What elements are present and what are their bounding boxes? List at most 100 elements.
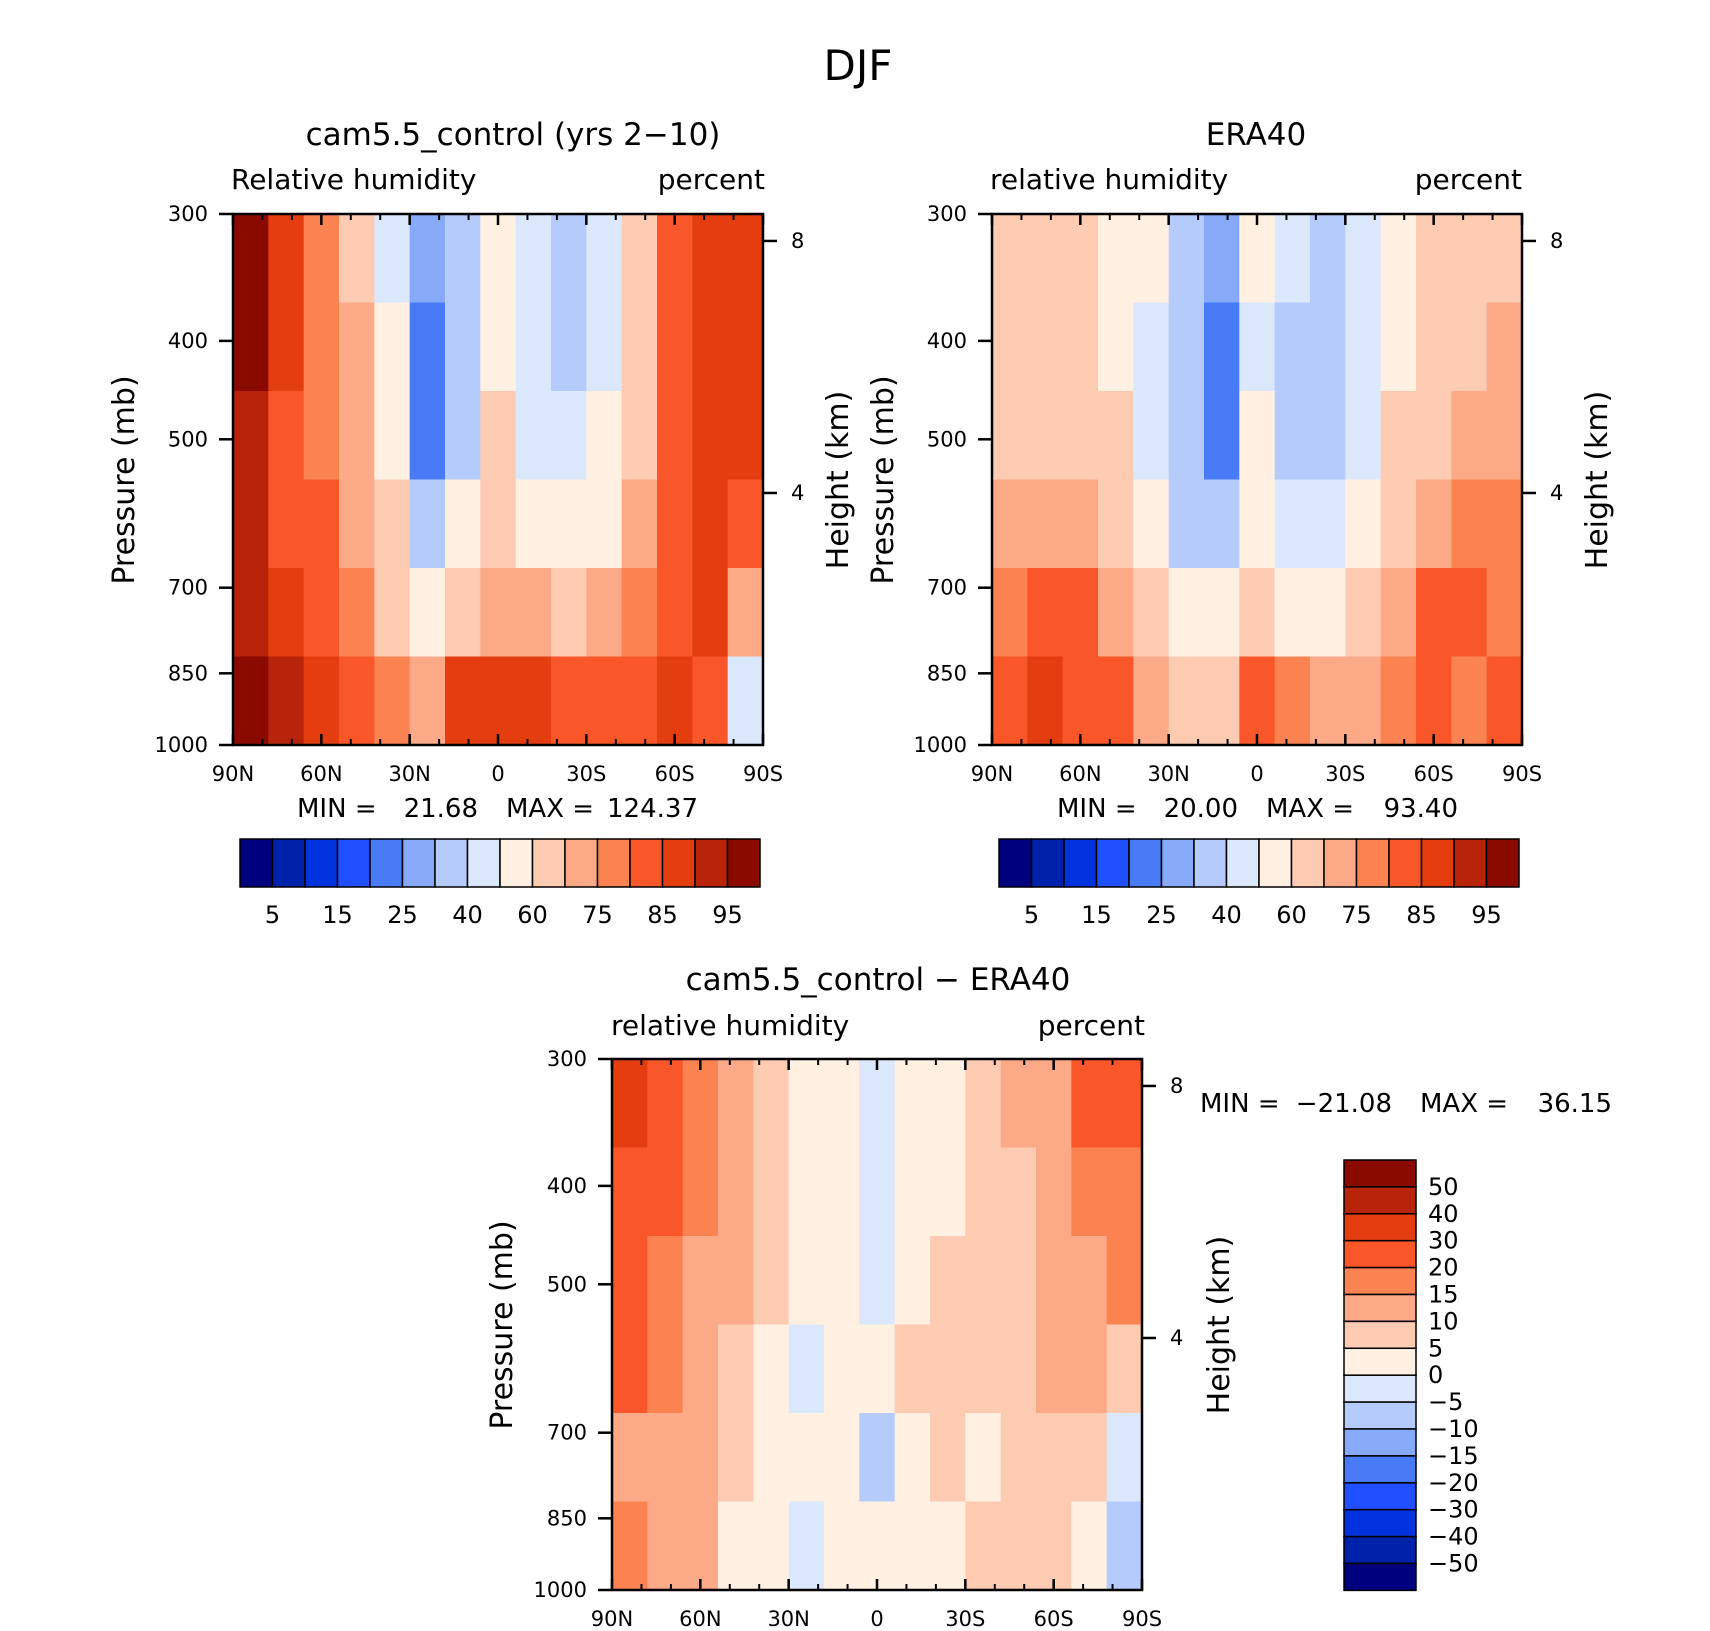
colorbar-label: 5 [1024,901,1039,929]
panel-obs-ylabel: Pressure (mb) [866,375,901,584]
panel-model-subtitle-left: Relative humidity [231,163,476,196]
heatmap-cell [339,391,375,481]
heatmap-cell [303,568,340,658]
panel-diff-max-label: MAX = [1420,1089,1508,1119]
panel-diff-subtitle-left: relative humidity [611,1009,849,1042]
y-right-tick-label: 4 [1170,1326,1183,1350]
heatmap-cell [1204,479,1240,569]
colorbar-swatch [1343,1293,1417,1323]
heatmap-cell [1098,479,1134,569]
colorbar-swatch [336,838,371,888]
heatmap-cell [1168,568,1205,658]
y-tick-label: 700 [547,1421,587,1445]
heatmap-cell [647,1147,684,1237]
heatmap-cell [1000,1501,1037,1591]
colorbar-label: 15 [322,901,353,929]
heatmap-cell [1416,214,1452,304]
panel-diff-min-value: −21.08 [1296,1089,1392,1119]
heatmap-cell [612,1059,648,1149]
heatmap-cell [647,1059,684,1149]
colorbar-label: 40 [1428,1200,1459,1228]
heatmap-cell [1416,391,1452,481]
colorbar-label: 60 [517,901,548,929]
heatmap-cell [1345,302,1382,392]
heatmap-cell [753,1147,790,1237]
heatmap-cell [586,479,623,569]
colorbar-swatch [1343,1239,1417,1269]
y-tick-label: 850 [168,661,208,685]
heatmap-cell [894,1324,931,1414]
panel-obs-max-value: 93.40 [1384,794,1458,824]
x-tick-label: 30S [1325,762,1365,786]
heatmap-cell [727,214,764,304]
heatmap-cell [824,1501,860,1591]
heatmap-cell [621,391,658,481]
x-tick-label: 60S [1414,762,1454,786]
heatmap-cell [965,1501,1002,1591]
panel-diff-plot: 90N 60N 30N 0 30S 60S 90S 300 400 500 700 850 1000 8 4 [534,1047,1184,1631]
y-tick-label: 700 [927,576,967,600]
colorbar-swatch [1258,838,1293,888]
y-tick-label: 700 [168,576,208,600]
heatmap-cell [339,302,375,392]
heatmap-cell [551,656,587,746]
heatmap-cell [824,1413,860,1503]
panel-diff-ylabel: Pressure (mb) [485,1220,520,1429]
heatmap-cell [965,1059,1002,1149]
heatmap-cell [1380,391,1417,481]
heatmap-cell [612,1147,648,1237]
x-tick-label: 90S [743,762,783,786]
x-tick-label: 0 [1250,762,1263,786]
heatmap-cell [586,214,623,304]
colorbar-swatch [564,838,599,888]
x-tick-label: 0 [491,762,504,786]
heatmap-cell [859,1501,896,1591]
heatmap-cell [1106,1236,1143,1326]
heatmap-cell [551,391,587,481]
heatmap-cell [445,656,481,746]
heatmap-cell [1416,568,1452,658]
colorbar-swatch [401,838,436,888]
colorbar-swatch [998,838,1033,888]
heatmap-cell [409,479,446,569]
colorbar-label: 20 [1428,1254,1459,1282]
panel-model: cam5.5_control (yrs 2−10) Relative humid… [107,117,856,929]
heatmap-cell [1168,479,1205,569]
heatmap-cell [657,656,693,746]
heatmap-cell [1451,391,1488,481]
heatmap-cell [233,656,269,746]
colorbar-label: 15 [1081,901,1112,929]
heatmap-cell [1451,568,1488,658]
heatmap-cell [1310,391,1346,481]
heatmap-cell [859,1236,896,1326]
colorbar-label: −30 [1428,1496,1479,1524]
heatmap-cell [1062,568,1099,658]
heatmap-cell [727,568,764,658]
heatmap-cell [1204,391,1240,481]
heatmap-cell [1062,656,1099,746]
panel-obs-max-label: MAX = [1266,794,1354,824]
heatmap-cell [1106,1147,1143,1237]
heatmap-cell [1239,479,1276,569]
heatmap-cell [894,1059,931,1149]
heatmap-cell [788,1236,825,1326]
heatmap-cell [753,1324,790,1414]
y-tick-label: 300 [168,202,208,226]
heatmap-cell [551,568,587,658]
colorbar-swatch [1343,1374,1417,1403]
heatmap-cell [445,568,481,658]
heatmap-cell [1239,568,1276,658]
y-tick-label: 500 [547,1272,587,1296]
colorbar-swatch [1343,1320,1417,1350]
heatmap-cell [1204,656,1240,746]
heatmap-cell [1133,568,1170,658]
colorbar-swatch [1290,838,1325,888]
heatmap-cell [1380,656,1417,746]
heatmap-cell [859,1059,896,1149]
heatmap-cell [515,656,552,746]
heatmap-cell [621,214,658,304]
heatmap-cell [965,1147,1002,1237]
heatmap-cell [1486,656,1523,746]
heatmap-cell [374,214,411,304]
colorbar-label: −50 [1428,1550,1479,1578]
